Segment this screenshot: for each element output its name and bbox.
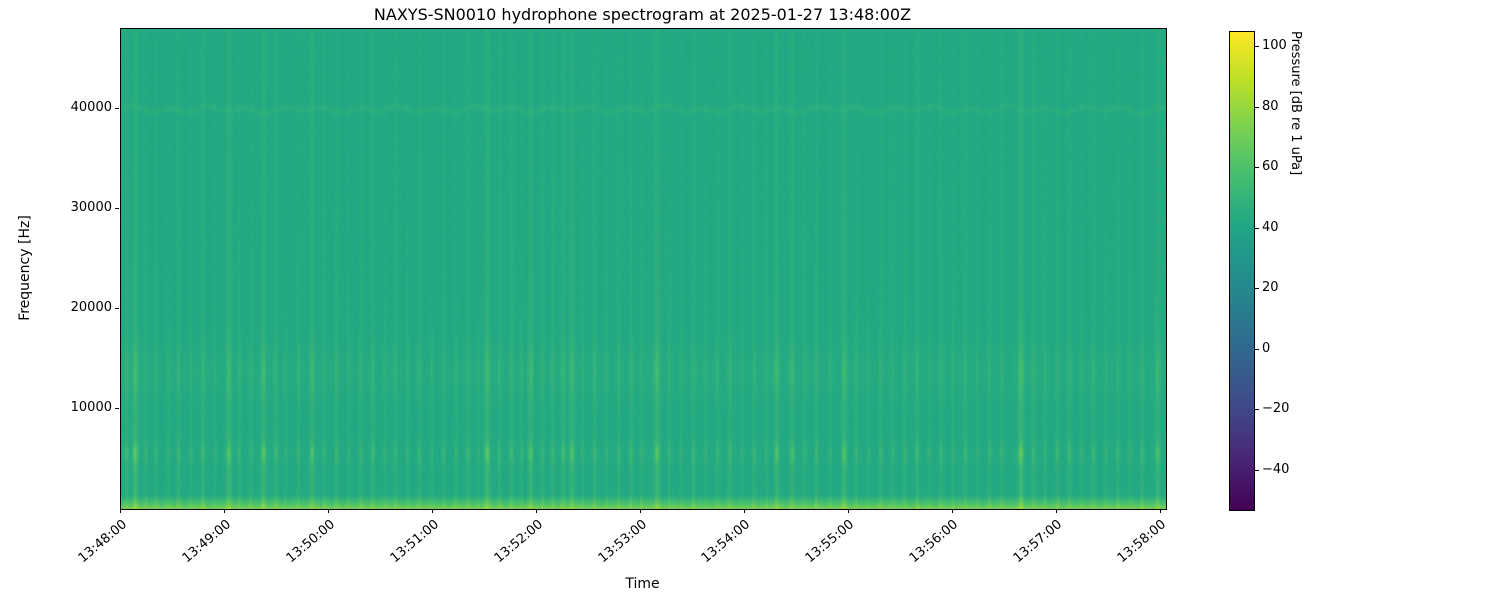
colorbar-label: Pressure [dB re 1 uPa]: [1288, 31, 1303, 176]
x-tick-mark: [1055, 509, 1057, 513]
x-tick-label: 13:48:00: [75, 517, 130, 567]
x-tick-label: 13:55:00: [803, 517, 858, 567]
colorbar-tick-label: 40: [1262, 219, 1279, 235]
y-axis-label: Frequency [Hz]: [17, 215, 33, 321]
colorbar-tick-mark: [1255, 106, 1259, 108]
colorbar-tick-label: 0: [1262, 340, 1271, 356]
x-tick-mark: [431, 509, 433, 513]
x-tick-mark: [951, 509, 953, 513]
colorbar-gradient: [1230, 32, 1254, 510]
y-tick-label: 30000: [70, 200, 112, 215]
colorbar-tick-label: 100: [1262, 38, 1287, 54]
x-tick-label: 13:54:00: [699, 517, 754, 567]
y-tick-mark: [115, 308, 119, 309]
colorbar-tick-mark: [1255, 288, 1259, 290]
x-tick-label: 13:51:00: [387, 517, 442, 567]
x-tick-mark: [327, 509, 329, 513]
x-tick-label: 13:53:00: [595, 517, 650, 567]
x-tick-label: 13:49:00: [179, 517, 234, 567]
colorbar-tick-label: −40: [1262, 461, 1290, 477]
spectrogram-heatmap: [121, 29, 1166, 509]
colorbar-tick-mark: [1255, 348, 1259, 350]
y-tick-mark: [115, 408, 119, 409]
x-tick-label: 13:58:00: [1115, 517, 1170, 567]
y-tick-label: 40000: [70, 100, 112, 115]
x-tick-label: 13:56:00: [907, 517, 962, 567]
spectrogram-axes: [120, 28, 1167, 510]
colorbar-tick-label: 20: [1262, 280, 1279, 296]
y-tick-label: 10000: [70, 400, 112, 415]
colorbar-tick-mark: [1255, 409, 1259, 411]
x-tick-mark: [1159, 509, 1161, 513]
colorbar-tick-mark: [1255, 46, 1259, 48]
colorbar-tick-mark: [1255, 167, 1259, 169]
x-tick-mark: [639, 509, 641, 513]
x-tick-mark: [223, 509, 225, 513]
x-tick-mark: [847, 509, 849, 513]
y-tick-label: 20000: [70, 300, 112, 315]
colorbar: [1229, 31, 1255, 511]
x-axis-label: Time: [625, 576, 660, 592]
x-tick-mark: [743, 509, 745, 513]
x-tick-label: 13:57:00: [1011, 517, 1066, 567]
x-tick-mark: [535, 509, 537, 513]
plot-title: NAXYS-SN0010 hydrophone spectrogram at 2…: [373, 5, 912, 24]
colorbar-tick-label: −20: [1262, 401, 1290, 417]
colorbar-tick-label: 80: [1262, 98, 1279, 114]
x-tick-label: 13:50:00: [283, 517, 338, 567]
x-tick-label: 13:52:00: [491, 517, 546, 567]
colorbar-tick-label: 60: [1262, 159, 1279, 175]
y-tick-mark: [115, 108, 119, 109]
colorbar-tick-mark: [1255, 227, 1259, 229]
colorbar-tick-mark: [1255, 469, 1259, 471]
x-tick-mark: [120, 509, 121, 513]
y-tick-mark: [115, 208, 119, 209]
